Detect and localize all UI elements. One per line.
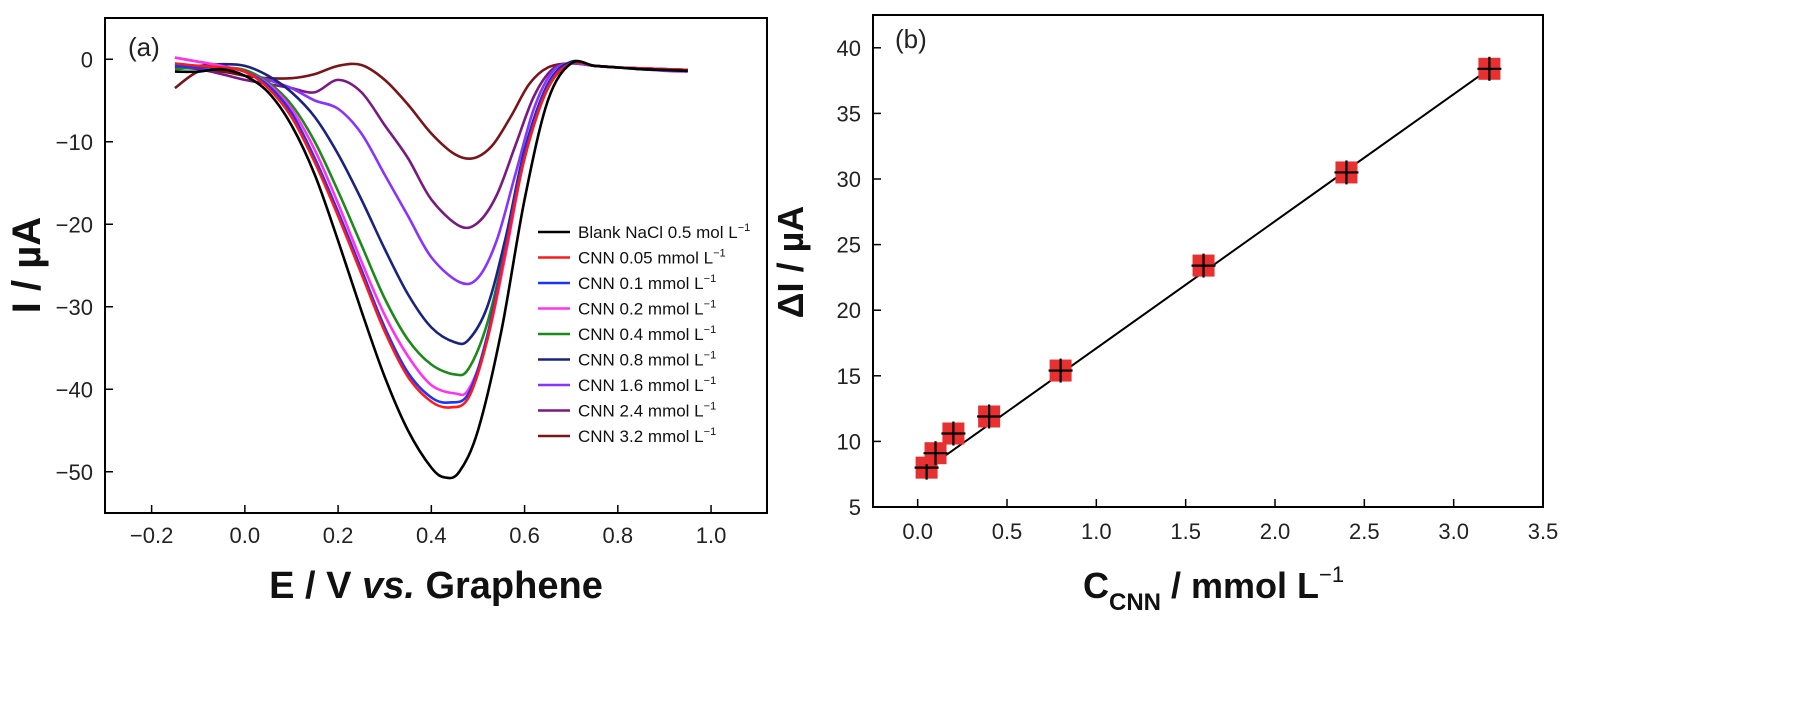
panel-a-label: (a) bbox=[128, 32, 160, 62]
panel-a-legend-entry: CNN 1.6 mmol L−1 bbox=[578, 375, 716, 395]
panel-b-y-tick-label: 30 bbox=[837, 167, 861, 192]
panel-b-y-tick-label: 15 bbox=[837, 364, 861, 389]
panel-a-series-line bbox=[174, 62, 688, 161]
panel-a-plot-frame bbox=[104, 17, 768, 514]
panel-a-legend-entry: CNN 3.2 mmol L−1 bbox=[578, 426, 716, 446]
panel-b-x-tick-label: 3.0 bbox=[1438, 519, 1469, 544]
panel-a-x-title-vs: vs. bbox=[362, 565, 415, 607]
panel-b-data-point bbox=[1191, 253, 1216, 278]
panel-a-x-tick-label: 0.4 bbox=[416, 523, 447, 548]
panel-a-y-tick-label: −30 bbox=[56, 295, 93, 320]
panel-a-legend-entry: CNN 0.1 mmol L−1 bbox=[578, 273, 716, 293]
panel-a-legend: Blank NaCl 0.5 mol L−1 CNN 0.05 mmol L−1 C… bbox=[538, 222, 750, 446]
panel-a-legend-entry: CNN 2.4 mmol L−1 bbox=[578, 401, 716, 421]
panel-a-legend-entry: CNN 0.2 mmol L−1 bbox=[578, 299, 716, 319]
panel-a-y-tick-label: −20 bbox=[56, 212, 93, 237]
panel-b-label: (b) bbox=[895, 24, 927, 54]
panel-a-x-tick-label: 0.0 bbox=[230, 523, 261, 548]
panel-a-series-lines bbox=[174, 56, 688, 480]
panel-b-data-point bbox=[1477, 56, 1502, 81]
panel-a-y-tick-label: −10 bbox=[56, 130, 93, 155]
panel-b-y-tick-label: 25 bbox=[837, 233, 861, 258]
panel-b-y-tick-label: 40 bbox=[837, 36, 861, 61]
panel-b-x-tick-label: 1.5 bbox=[1170, 519, 1201, 544]
panel-a-x-tick-label: 0.2 bbox=[323, 523, 354, 548]
panel-a-series-line bbox=[174, 61, 688, 230]
panel-b-y-tick-label: 35 bbox=[837, 101, 861, 126]
panel-a-series-line bbox=[174, 59, 688, 480]
panel-b-data-point bbox=[941, 421, 966, 446]
panel-a-x-tick-label: 1.0 bbox=[696, 523, 727, 548]
panel-a-legend-entry: CNN 0.05 mmol L−1 bbox=[578, 248, 726, 268]
panel-b-x-tick-label: 1.0 bbox=[1081, 519, 1112, 544]
panel-a-x-tick-label: 0.6 bbox=[509, 523, 540, 548]
panel-b-x-title-sub: CNN bbox=[1109, 589, 1161, 616]
panel-b-x-title-unit: / mmol L bbox=[1161, 565, 1319, 606]
panel-a-axis-ticks: −0.2 0.0 0.2 0.4 0.6 0.8 1.0 0 −10 −20 −30 −40 −50 bbox=[56, 47, 727, 548]
panel-b-x-title-sup: −1 bbox=[1319, 562, 1344, 587]
panel-b-data-point bbox=[977, 404, 1002, 429]
panel-b-x-tick-label: 0.5 bbox=[992, 519, 1023, 544]
panel-b-x-title-c: C bbox=[1083, 565, 1109, 606]
panel-a-y-axis-title: I / µA bbox=[5, 217, 49, 313]
panel-a-voltammogram-chart: −0.2 0.0 0.2 0.4 0.6 0.8 1.0 0 −10 −20 −30 −40 −50 B… bbox=[5, 17, 768, 607]
panel-b-data-point bbox=[1334, 160, 1359, 185]
panel-b-y-tick-label: 20 bbox=[837, 298, 861, 323]
panel-b-y-axis-title: ΔI / µA bbox=[770, 206, 811, 319]
panel-b-x-tick-label: 3.5 bbox=[1528, 519, 1559, 544]
panel-a-legend-entry: CNN 0.8 mmol L−1 bbox=[578, 350, 716, 370]
panel-b-y-tick-label: 5 bbox=[849, 495, 861, 520]
panel-a-x-title-part1: E / V bbox=[269, 565, 362, 607]
panel-a-x-tick-label: −0.2 bbox=[130, 523, 173, 548]
panel-a-y-tick-label: −40 bbox=[56, 377, 93, 402]
panel-b-data-point bbox=[1048, 358, 1073, 383]
panel-b-y-tick-label: 10 bbox=[837, 429, 861, 454]
panel-b-x-tick-label: 2.5 bbox=[1349, 519, 1380, 544]
panel-a-y-tick-label: 0 bbox=[81, 47, 93, 72]
panel-b-x-tick-label: 0.0 bbox=[902, 519, 933, 544]
panel-a-x-title-part3: Graphene bbox=[415, 565, 603, 607]
panel-b-x-axis-title: CCNN / mmol L−1 bbox=[1083, 562, 1344, 616]
panel-a-y-tick-label: −50 bbox=[56, 460, 93, 485]
panel-b-plot-frame bbox=[872, 14, 1544, 508]
panel-b-data-point bbox=[923, 441, 948, 466]
panel-a-legend-entry: CNN 0.4 mmol L−1 bbox=[578, 324, 716, 344]
panel-b-data-points bbox=[914, 56, 1502, 480]
panel-a-legend-entry: Blank NaCl 0.5 mol L−1 bbox=[578, 222, 750, 242]
panel-b-calibration-chart: 0.0 0.5 1.0 1.5 2.0 2.5 3.0 3.5510152025303540 … bbox=[770, 14, 1559, 616]
panel-a-x-axis-title: E / V vs. Graphene bbox=[269, 565, 603, 607]
panel-b-axis-ticks: 0.0 0.5 1.0 1.5 2.0 2.5 3.0 3.5 5 10 15 20 25 30 35 40 bbox=[837, 36, 1559, 544]
panel-b-x-tick-label: 2.0 bbox=[1260, 519, 1291, 544]
panel-a-x-tick-label: 0.8 bbox=[603, 523, 634, 548]
